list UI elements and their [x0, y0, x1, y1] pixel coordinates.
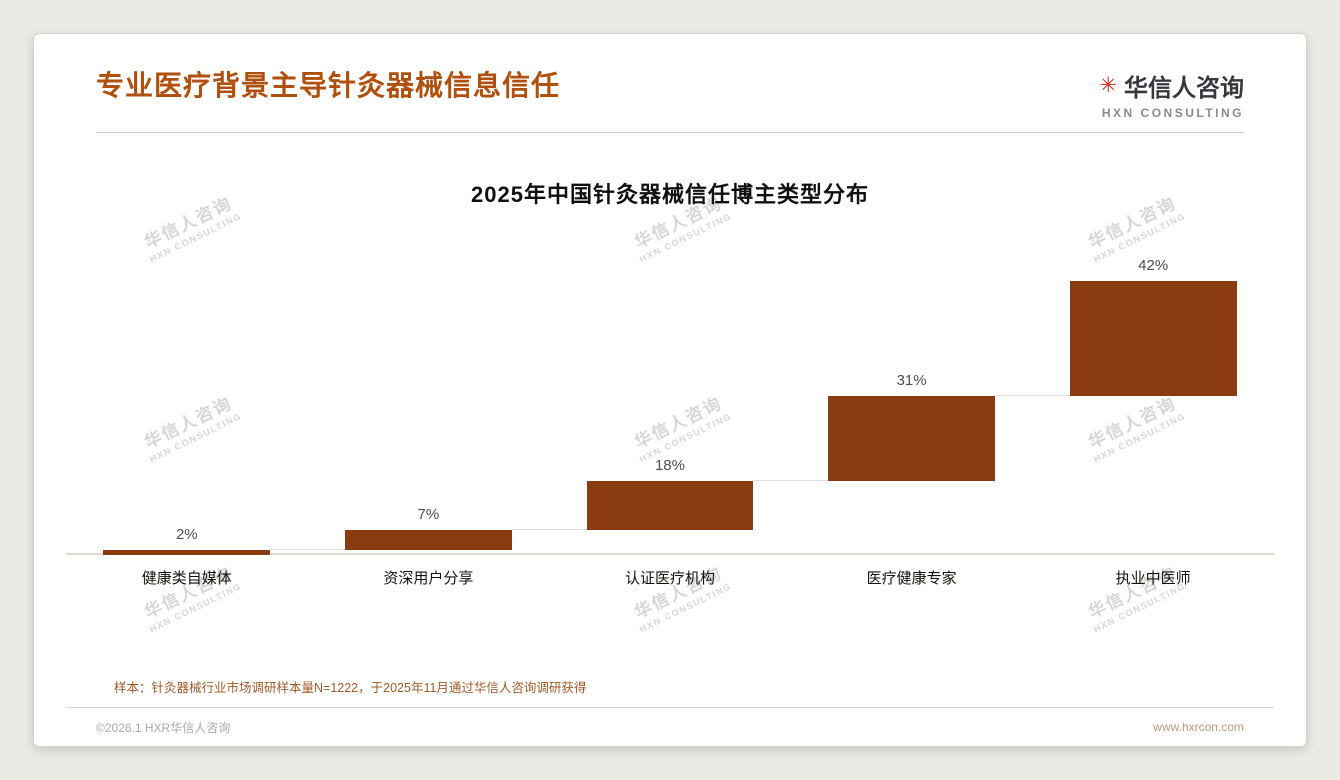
bar-value-label: 42%	[1138, 257, 1169, 274]
bar-value-label: 18%	[654, 457, 685, 475]
footer: ©2026.1 HXR华信人咨询 www.hxrcon.com	[96, 708, 1244, 746]
category-label: 资深用户分享	[383, 570, 474, 587]
step-connector-line	[270, 548, 346, 550]
header-divider	[96, 132, 1244, 133]
slide: 华信人咨询 HXN CONSULTING 华信人咨询 HXN CONSULTING 华信…	[33, 33, 1307, 747]
bar-value-label: 7%	[417, 506, 440, 524]
header: 专业医疗背景主导针灸器械信息信任 ✳ 华信人咨询 HXN CONSULTING	[96, 68, 1244, 120]
step-connector-line	[994, 395, 1070, 397]
page-title: 专业医疗背景主导针灸器械信息信任	[96, 70, 561, 101]
bar-value-label: 2%	[175, 525, 198, 543]
x-axis-baseline	[66, 553, 1274, 555]
category-label: 健康类自媒体	[141, 570, 232, 587]
logo-subtitle: HXN CONSULTING	[1101, 106, 1244, 120]
bar	[828, 396, 995, 482]
footer-copyright: ©2026.1 HXR华信人咨询	[96, 720, 231, 735]
category-label: 认证医疗机构	[624, 570, 715, 587]
chart-wrap: 2% 7% 18% 31% 42% 健康类自媒体 资深用户分享 认证医疗机构 医疗健康专家 执业…	[66, 209, 1274, 588]
chart-title: 2025年中国针灸器械信任博主类型分布	[471, 182, 869, 207]
bar	[345, 530, 512, 550]
bar-value-label: 31%	[896, 372, 927, 390]
bar	[586, 481, 754, 531]
footnote: 样本：针灸器械行业市场调研样本量N=1222，于2025年11月通过华信人咨询调…	[114, 681, 587, 695]
logo-top: ✳ 华信人咨询	[1099, 68, 1244, 103]
slide-content: 专业医疗背景主导针灸器械信息信任 ✳ 华信人咨询 HXN CONSULTING …	[66, 68, 1274, 746]
footer-divider	[66, 707, 1274, 708]
bar	[103, 549, 271, 555]
bar	[1069, 281, 1237, 397]
chart-plot: 2% 7% 18% 31% 42%	[66, 225, 1274, 555]
spacer	[96, 588, 1244, 677]
red-asterisk-seal-icon: ✳	[1099, 74, 1117, 97]
logo-name: 华信人咨询	[1124, 75, 1244, 102]
category-label: 医疗健康专家	[866, 570, 957, 587]
category-label: 执业中医师	[1115, 570, 1191, 587]
footer-website: www.hxrcon.com	[1153, 720, 1244, 734]
step-connector-line	[511, 529, 587, 531]
category-row: 健康类自媒体 资深用户分享 认证医疗机构 医疗健康专家 执业中医师	[66, 567, 1274, 588]
step-connector-line	[753, 480, 829, 482]
logo: ✳ 华信人咨询 HXN CONSULTING	[1099, 68, 1244, 120]
